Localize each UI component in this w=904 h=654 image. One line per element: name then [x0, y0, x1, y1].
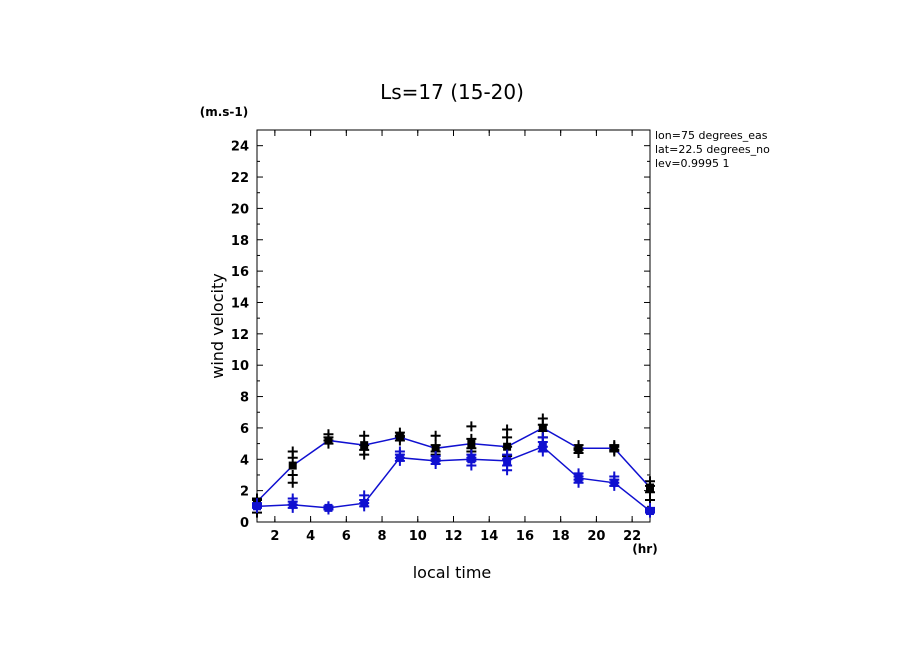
data-point-series-2 [574, 474, 583, 483]
data-point-series-2 [646, 507, 654, 516]
y-tick-label: 2 [240, 485, 249, 500]
data-point-series-2 [503, 456, 512, 465]
y-tick-label: 14 [231, 296, 249, 311]
x-tick-label: 16 [516, 529, 534, 544]
y-tick-label: 16 [231, 265, 249, 280]
y-tick-label: 18 [231, 234, 249, 249]
sample-marker-series-1 [287, 446, 298, 457]
sample-marker-series-1 [537, 413, 548, 424]
data-point-series-1 [395, 433, 404, 442]
sample-marker-series-2 [359, 490, 370, 501]
annotation-lon: lon=75 degrees_eas [655, 129, 768, 142]
annotation-lev: lev=0.9995 1 [655, 157, 730, 170]
x-tick-label: 6 [342, 529, 351, 544]
y-tick-label: 20 [231, 202, 249, 217]
sample-marker-series-1 [502, 424, 513, 435]
x-tick-label: 22 [623, 529, 641, 544]
data-point-series-2 [253, 502, 261, 511]
y-tick-label: 10 [231, 359, 249, 374]
x-tick-label: 18 [552, 529, 570, 544]
data-point-series-2 [395, 453, 404, 462]
y-tick-label: 8 [240, 391, 249, 406]
data-point-series-1 [503, 442, 512, 451]
y-tick-label: 12 [231, 328, 249, 343]
chart-title: Ls=17 (15-20) [380, 80, 524, 104]
data-point-series-2 [610, 478, 619, 487]
sample-marker-series-1 [430, 430, 441, 441]
y-tick-label: 24 [231, 140, 249, 155]
data-point-series-2 [288, 500, 297, 509]
data-point-series-2 [431, 456, 440, 465]
x-axis-units: (hr) [632, 542, 657, 556]
data-point-series-1 [431, 444, 440, 453]
data-point-series-1 [288, 461, 297, 470]
y-tick-label: 4 [240, 453, 249, 468]
x-tick-label: 10 [409, 529, 427, 544]
y-tick-label: 6 [240, 422, 249, 437]
sample-marker-series-1 [359, 430, 370, 441]
x-tick-label: 2 [270, 529, 279, 544]
series-line-1 [256, 427, 651, 503]
data-point-series-1 [538, 423, 547, 432]
data-point-series-1 [610, 444, 619, 453]
x-axis-title: local time [413, 563, 492, 582]
data-point-series-2 [538, 442, 547, 451]
sample-marker-series-1 [466, 421, 477, 432]
y-axis-title: wind velocity [208, 273, 227, 378]
x-tick-label: 20 [587, 529, 605, 544]
series-line-2 [256, 445, 651, 512]
sample-marker-series-2 [537, 432, 548, 443]
x-tick-label: 4 [306, 529, 315, 544]
data-point-series-2 [360, 499, 369, 508]
x-tick-label: 14 [480, 529, 498, 544]
data-marks [252, 413, 655, 518]
data-point-series-1 [360, 441, 369, 450]
data-point-series-1 [467, 439, 476, 448]
data-point-series-1 [646, 483, 654, 492]
data-point-series-1 [324, 436, 333, 445]
x-tick-label: 8 [378, 529, 387, 544]
y-axis-units: (m.s-1) [200, 105, 249, 119]
data-point-series-2 [324, 503, 333, 512]
y-tick-label: 22 [231, 171, 249, 186]
plot-frame [256, 129, 651, 523]
y-tick-label: 0 [240, 516, 249, 531]
x-tick-label: 12 [444, 529, 462, 544]
annotation-lat: lat=22.5 degrees_no [655, 143, 770, 156]
data-point-series-2 [467, 455, 476, 464]
sample-marker-series-1 [287, 469, 298, 480]
data-point-series-1 [574, 444, 583, 453]
